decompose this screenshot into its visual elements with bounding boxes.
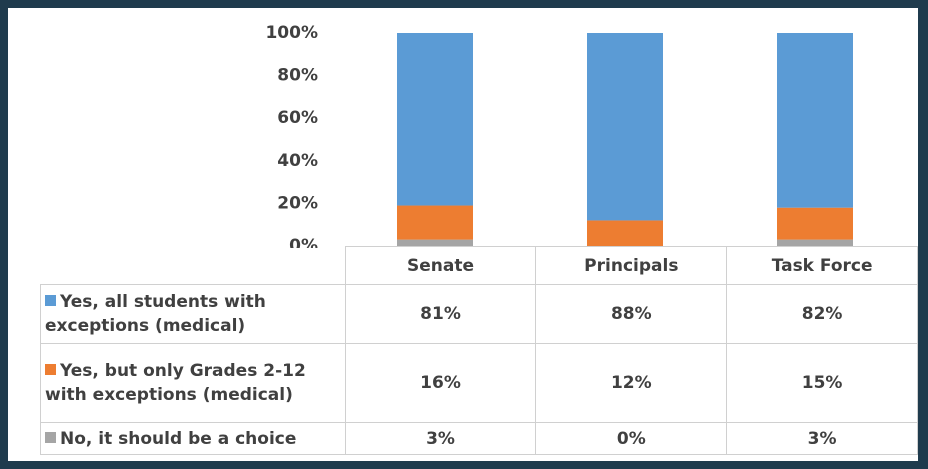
y-tick-label: 0% [289,236,318,248]
bar-segment [777,33,853,208]
value-label: 16% [344,343,537,423]
value-label: 88% [535,284,728,344]
series-row: Yes, all students with exceptions (medic… [40,284,918,344]
y-tick-label: 40% [277,151,318,171]
category-label: Principals [535,246,728,285]
legend-label: No, it should be a choice [60,428,297,449]
y-tick-label: 80% [277,66,318,86]
legend-swatch [45,295,56,306]
legend-label: Yes, but only Grades 2-12 with exception… [45,361,306,405]
value-label: 3% [344,422,537,455]
value-label: 0% [535,422,728,455]
legend-swatch [45,364,56,375]
value-label: 12% [535,343,728,423]
bar-segment [777,207,853,240]
bar-segment [587,220,663,246]
series-row: No, it should be a choice 3% 0% 3% [40,422,918,455]
bar-segment [397,33,473,206]
y-tick-label: 100% [265,23,318,43]
legend-cell: Yes, but only Grades 2-12 with exception… [40,343,346,423]
bar-segment [397,205,473,240]
value-label: 15% [726,343,918,423]
legend-label: Yes, all students with exceptions (medic… [45,292,266,336]
legend-cell: Yes, all students with exceptions (medic… [40,284,346,344]
value-label: 82% [726,284,918,344]
legend-swatch [45,431,56,443]
category-label: Senate [344,246,537,285]
bar-segment [397,239,473,246]
series-row: Yes, but only Grades 2-12 with exception… [40,343,918,423]
y-tick-label: 20% [277,193,318,213]
chart-panel: 0% 20% 40% 60% 80% 100% Senate Principals Task … [8,8,918,461]
category-label: Task Force [726,246,918,285]
bar-segment [777,239,853,246]
header-row: Senate Principals Task Force [40,246,918,285]
bar-segment [587,33,663,221]
value-label: 81% [344,284,537,344]
data-table: Senate Principals Task Force Yes, all stude… [40,246,918,455]
value-label: 3% [726,422,918,455]
blank-cell [40,246,346,285]
legend-cell: No, it should be a choice [40,422,346,455]
chart: 0% 20% 40% 60% 80% 100% [265,23,853,248]
y-tick-label: 60% [277,108,318,128]
